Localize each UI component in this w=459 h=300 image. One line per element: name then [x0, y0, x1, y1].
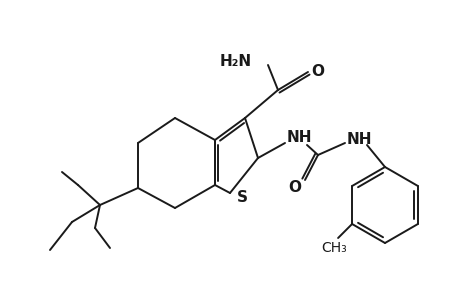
Text: O: O — [311, 64, 324, 80]
Text: CH₃: CH₃ — [320, 241, 346, 255]
Text: S: S — [236, 190, 247, 205]
Text: NH: NH — [346, 131, 371, 146]
Text: NH: NH — [285, 130, 311, 146]
Text: H₂N: H₂N — [219, 53, 252, 68]
Text: O: O — [288, 181, 301, 196]
